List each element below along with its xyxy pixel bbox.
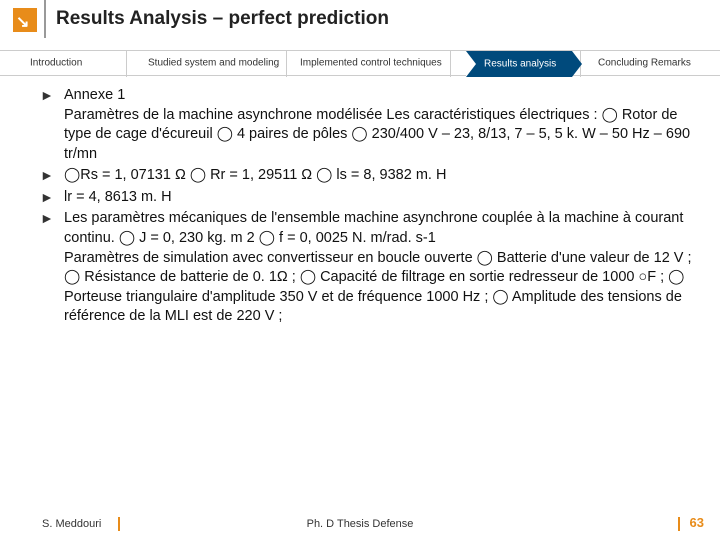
header-divider	[44, 0, 46, 38]
bullet-item: ►Annexe 1Paramètres de la machine asynch…	[40, 86, 700, 164]
bullet-item: ►Les paramètres mécaniques de l'ensemble…	[40, 209, 700, 326]
bullet-text: lr = 4, 8613 m. H	[64, 188, 700, 208]
footer-center: Ph. D Thesis Defense	[307, 518, 414, 530]
slide-title: Results Analysis – perfect prediction	[56, 8, 389, 30]
bullet-text: Les paramètres mécaniques de l'ensemble …	[64, 209, 700, 326]
nav-tab-active[interactable]: Results analysis	[466, 51, 572, 77]
bullet-item: ►lr = 4, 8613 m. H	[40, 188, 700, 208]
slide-content: ►Annexe 1Paramètres de la machine asynch…	[40, 86, 700, 329]
slide-footer: S. Meddouri Ph. D Thesis Defense 63	[0, 506, 720, 530]
nav-separator	[126, 51, 127, 77]
footer-divider-right	[678, 517, 680, 531]
slide-header: ↘ Results Analysis – perfect prediction	[0, 0, 720, 46]
logo-arrow-icon: ↘	[16, 12, 29, 32]
nav-tab[interactable]: Implemented control techniques	[300, 58, 442, 69]
bullet-text: ◯Rs = 1, 07131 Ω ◯ Rr = 1, 29511 Ω ◯ ls …	[64, 166, 700, 186]
bullet-marker-icon: ►	[40, 86, 64, 164]
nav-tab[interactable]: Introduction	[30, 58, 82, 69]
nav-bar: Introduction Studied system and modeling I…	[0, 50, 720, 76]
bullet-marker-icon: ►	[40, 166, 64, 186]
footer-page-number: 63	[690, 515, 704, 530]
nav-separator	[450, 51, 451, 77]
nav-separator	[286, 51, 287, 77]
bullet-item: ►◯Rs = 1, 07131 Ω ◯ Rr = 1, 29511 Ω ◯ ls…	[40, 166, 700, 186]
bullet-marker-icon: ►	[40, 188, 64, 208]
footer-divider-left	[118, 517, 120, 531]
nav-tab-label: Results analysis	[484, 59, 556, 70]
nav-tab[interactable]: Concluding Remarks	[598, 58, 691, 69]
bullet-marker-icon: ►	[40, 209, 64, 326]
footer-author: S. Meddouri	[42, 518, 101, 530]
bullet-text: Annexe 1Paramètres de la machine asynchr…	[64, 86, 700, 164]
nav-tab[interactable]: Studied system and modeling	[148, 58, 279, 69]
